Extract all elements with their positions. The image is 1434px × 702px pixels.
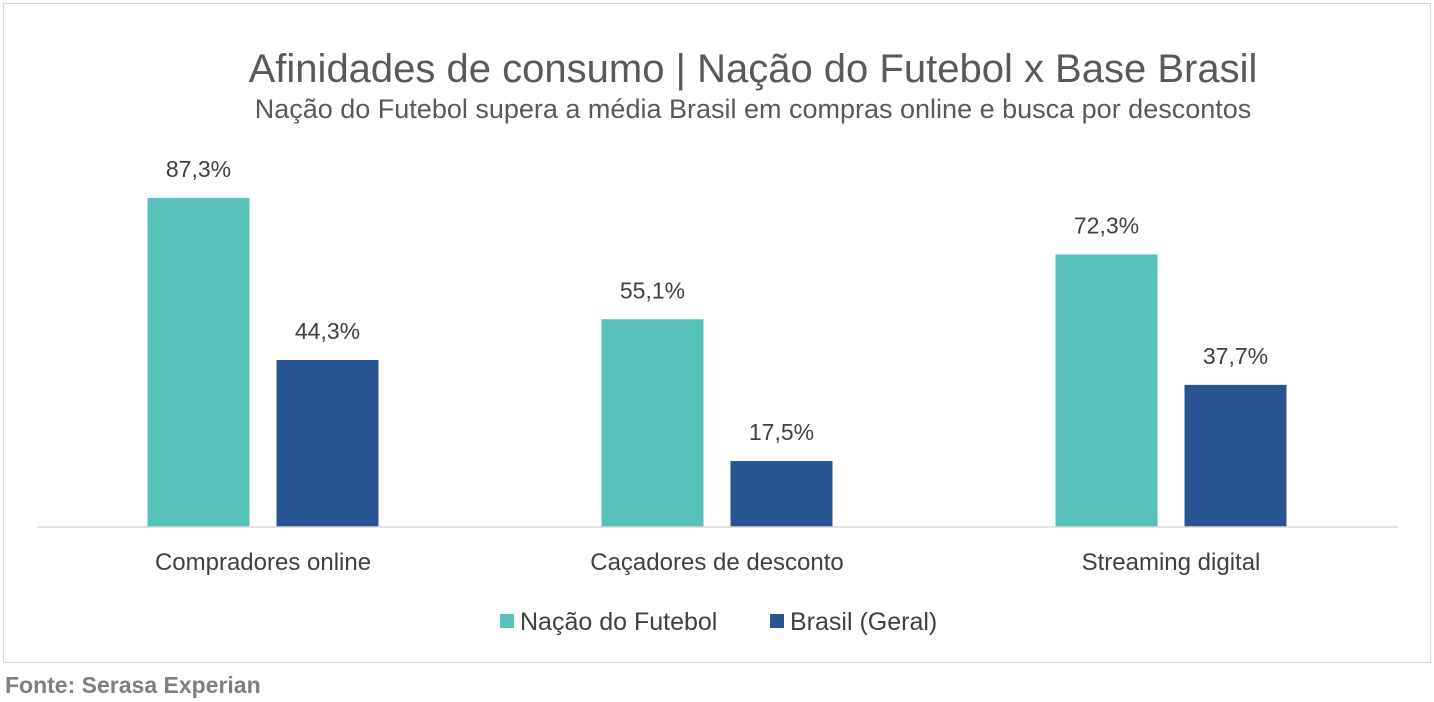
bar-brasil-1 [730, 461, 833, 527]
legend-swatch-brasil [770, 614, 784, 628]
bar-nacao-0 [147, 197, 250, 527]
legend-label-nacao: Nação do Futebol [520, 608, 717, 636]
legend-label-brasil: Brasil (Geral) [790, 608, 937, 636]
plot-area: 87,3% 44,3% 55,1% 17,5% 72,3% 37,7% [147, 156, 1287, 527]
bar-nacao-2 [1055, 254, 1158, 527]
bar-brasil-2 [1184, 384, 1287, 527]
data-label-brasil-2: 37,7% [1203, 343, 1268, 369]
category-label-2: Streaming digital [1082, 549, 1261, 576]
data-label-nacao-2: 72,3% [1074, 212, 1139, 238]
data-label-nacao-0: 87,3% [166, 156, 231, 182]
chart-subtitle: Nação do Futebol supera a média Brasil e… [255, 94, 1252, 124]
source-note: Fonte: Serasa Experian [5, 672, 261, 698]
data-label-brasil-0: 44,3% [295, 318, 360, 344]
category-labels: Compradores online Caçadores de desconto S… [155, 549, 1260, 576]
bar-brasil-0 [276, 359, 379, 527]
category-label-1: Caçadores de desconto [590, 549, 844, 576]
bar-nacao-1 [601, 319, 704, 527]
data-label-nacao-1: 55,1% [620, 277, 685, 303]
category-label-0: Compradores online [155, 549, 371, 576]
legend: Nação do Futebol Brasil (Geral) [500, 608, 937, 636]
data-label-brasil-1: 17,5% [749, 419, 814, 445]
chart-title: Afinidades de consumo | Nação do Futebol… [249, 47, 1258, 91]
legend-swatch-nacao [500, 614, 514, 628]
